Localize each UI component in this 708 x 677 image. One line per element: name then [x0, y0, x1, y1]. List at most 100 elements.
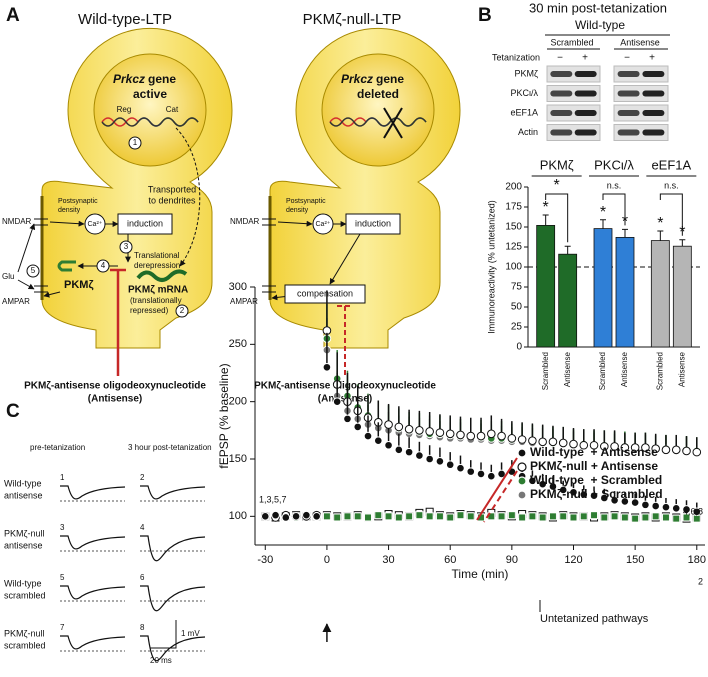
bar-label: Scrambled	[655, 352, 664, 390]
trace-number: 5	[60, 573, 65, 582]
condition: Scrambled	[550, 37, 593, 47]
y-tick-label: 75	[511, 282, 523, 293]
induction-box	[345, 213, 401, 235]
trace	[60, 485, 126, 500]
error-bar	[622, 228, 628, 238]
data-point	[589, 491, 599, 500]
data-point	[322, 362, 332, 372]
data-point	[579, 440, 589, 450]
bar-label: Antisense	[620, 351, 629, 387]
x-tick-label: 180	[688, 554, 706, 566]
panel-label: C	[6, 401, 20, 422]
error-bar	[564, 245, 571, 255]
blot-strip	[613, 104, 669, 122]
trace-number: 4	[140, 523, 145, 532]
mrna-note: (translationally	[130, 296, 182, 305]
blot-label: eEF1A	[510, 107, 538, 117]
x-tick-label: -30	[257, 554, 273, 566]
bar	[593, 228, 613, 348]
bar-label: Scrambled	[598, 352, 607, 390]
blot-band	[617, 71, 640, 77]
data-point	[312, 512, 321, 521]
blot-band	[642, 110, 665, 116]
step-circle	[175, 304, 189, 318]
group-label: PKMζ	[540, 157, 574, 172]
dna-helix	[101, 117, 199, 127]
untetanized-point	[374, 511, 383, 520]
receptor-label: AMPAR	[2, 297, 30, 306]
trace-row-label: antisense	[4, 540, 43, 550]
data-point	[651, 501, 660, 511]
untetanized-point	[364, 513, 373, 522]
data-point	[291, 512, 301, 521]
data-point	[682, 446, 691, 456]
data-point	[620, 497, 630, 506]
antisense-label: PKMζ-antisense oligodeoxynucleotide	[24, 381, 206, 392]
data-point	[517, 435, 527, 444]
data-point	[425, 427, 434, 436]
data-point	[528, 436, 537, 445]
error-bar	[679, 239, 686, 247]
bar-label: Antisense	[677, 351, 686, 387]
receptor-label: AMPAR	[230, 297, 258, 306]
trace-row-label: antisense	[4, 490, 43, 500]
data-point	[497, 431, 506, 441]
psd-label: density	[286, 207, 309, 214]
untetanized-point	[405, 512, 414, 521]
untetanized-point	[394, 513, 403, 522]
data-point	[487, 429, 496, 439]
step-circle	[128, 136, 142, 150]
trace-number: 1	[60, 473, 65, 482]
data-point	[353, 422, 363, 432]
data-point	[661, 445, 671, 455]
data-point	[456, 463, 465, 473]
bar	[536, 224, 556, 348]
trace-row-label: PKMζ-null	[4, 628, 44, 638]
panel-title: Wild-type-LTP	[78, 11, 172, 28]
data-point	[466, 431, 476, 441]
untetanized-point	[466, 512, 475, 521]
y-tick-label: 50	[511, 302, 523, 313]
gene-state: active	[133, 87, 167, 101]
data-point	[435, 428, 445, 437]
comparison-label: n.s.	[607, 180, 622, 190]
blot-label: Actin	[518, 127, 538, 137]
data-point	[661, 502, 671, 512]
legend-label: Wild-type + Scrambled	[530, 473, 662, 487]
data-point	[538, 479, 547, 489]
data-point	[630, 498, 640, 507]
annotation: 2	[698, 576, 703, 586]
error-bar	[600, 219, 606, 229]
step-circle	[119, 240, 133, 254]
untetanized-point	[579, 512, 588, 521]
comparison-bracket	[602, 193, 626, 226]
scale-label: 20 ms	[150, 656, 172, 665]
data-point	[415, 451, 424, 460]
data-point	[651, 444, 660, 453]
blot-band	[574, 110, 597, 116]
untetanized-point	[682, 513, 691, 522]
trace-rows: Wild-type antisense 1 2 PKMζ-null antisense 3 4…	[4, 473, 206, 662]
error-bar	[542, 214, 549, 226]
step-number: 2	[180, 306, 185, 315]
data-point	[404, 424, 414, 434]
x-tick-label: 150	[626, 554, 644, 566]
step-number: 5	[31, 266, 36, 275]
y-tick-label: 100	[505, 262, 522, 273]
data-point	[456, 430, 465, 440]
data-point	[692, 507, 702, 517]
derepression-text: Translational	[134, 251, 180, 260]
data-point	[445, 460, 455, 470]
data-point	[373, 436, 383, 445]
untetanized-point	[456, 511, 465, 520]
group-label: PKCι/λ	[594, 157, 634, 172]
tetanization-label: Tetanization	[492, 52, 540, 62]
data-point	[610, 442, 619, 451]
blot-band	[617, 90, 640, 97]
spine-null	[268, 27, 461, 349]
error-bar	[657, 230, 664, 241]
blot-band	[550, 110, 573, 116]
blot-strip	[546, 85, 601, 102]
x-tick-label: 0	[324, 554, 330, 566]
data-point	[394, 445, 404, 455]
